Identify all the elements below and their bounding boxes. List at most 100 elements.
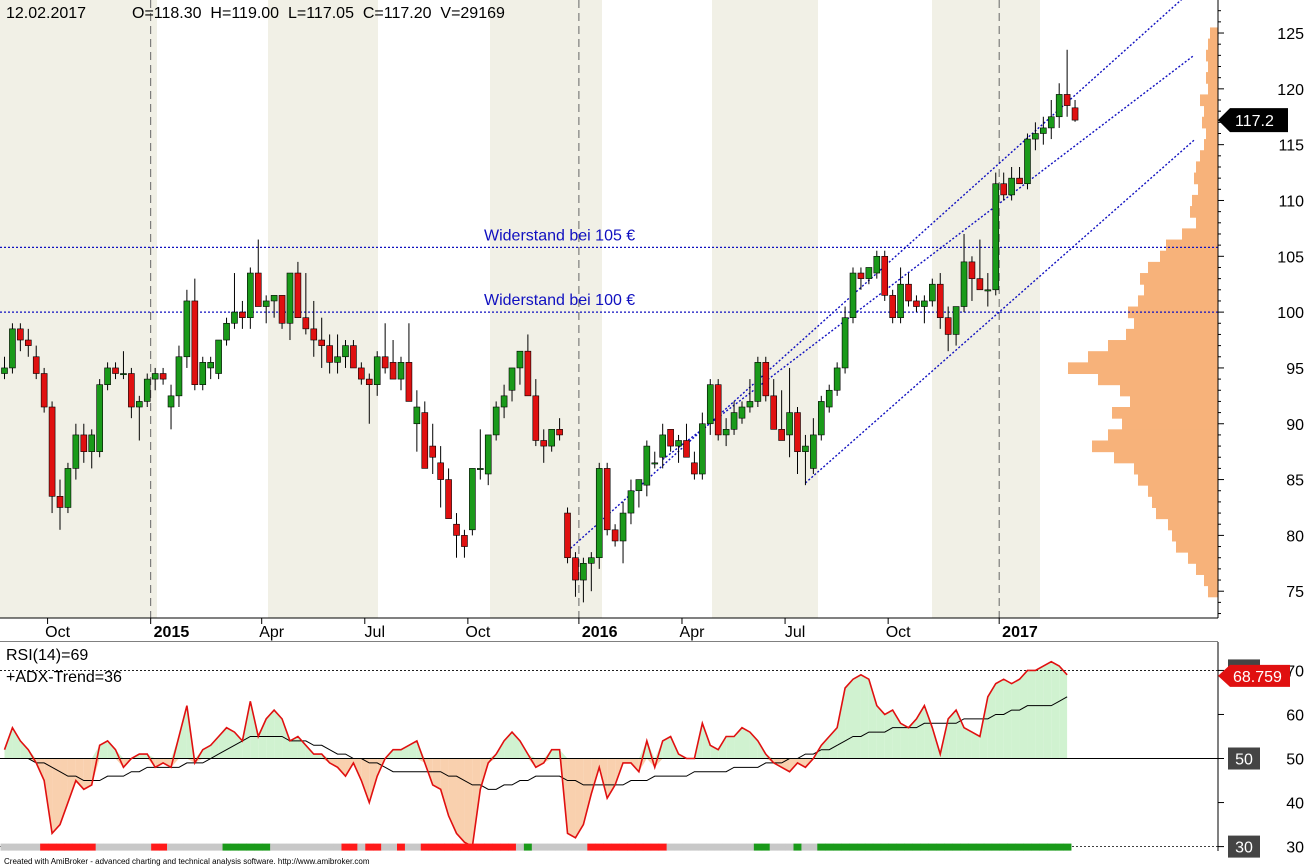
candle-body [659, 434, 666, 458]
trend-strip-segment [722, 843, 731, 851]
candle-body [215, 339, 222, 374]
candle-body [358, 367, 365, 380]
trend-strip-segment [531, 843, 541, 851]
volume-profile-bar [1092, 440, 1218, 453]
candle-body [619, 512, 627, 542]
resistance-lines: Widerstand bei 105 € Widerstand bei 100 € [0, 227, 1218, 313]
trend-strip-segment [603, 843, 612, 851]
candle-body [104, 367, 111, 385]
date-tick-label: Oct [465, 624, 490, 641]
candle-body [500, 395, 508, 408]
trend-strip-segment [944, 843, 953, 851]
candle-body [960, 261, 968, 307]
volume-profile-bar [1120, 384, 1218, 397]
trend-strip-segment [983, 843, 993, 851]
volume-profile-bar [1068, 362, 1218, 375]
trend-strip-segment [1015, 843, 1024, 851]
price-tick-label: 105 [1277, 249, 1304, 266]
candle-body [143, 378, 151, 402]
trend-strip-segment [833, 843, 842, 851]
trend-strip-segment [928, 843, 937, 851]
trend-strip-segment [412, 843, 422, 851]
trend-strip-segment [698, 843, 707, 851]
candle-body [683, 440, 690, 458]
rsi-fill-down [155, 758, 164, 768]
volume-profile-bar [1206, 127, 1218, 140]
trend-strip-segment [1007, 843, 1016, 851]
trend-strip-segment [960, 843, 969, 851]
rsi-fill-down [583, 758, 592, 825]
trend-strip-segment [484, 843, 493, 851]
trend-strip-segment [357, 843, 366, 851]
trend-strip-segment [920, 843, 929, 851]
rsi-fill-up [987, 683, 996, 759]
trend-strip-segment [547, 843, 556, 851]
rsi-fill-up [401, 745, 409, 759]
rsi-tick-label: 50 [1235, 752, 1253, 769]
candle-body [207, 362, 214, 369]
rsi-fill-up [226, 727, 235, 759]
price-axis: 75 80 85 90 95 100 105 110 115 120 125 [1217, 0, 1309, 868]
trend-strip-segment [143, 843, 152, 851]
trend-strip-segment [777, 843, 786, 851]
volume-profile-bar [1208, 60, 1218, 73]
date-tick-label: 2016 [582, 624, 618, 641]
candle-body [469, 468, 476, 531]
trend-strip-segment [278, 843, 287, 851]
trend-strip-segment [285, 843, 295, 851]
channel-line [567, 0, 1183, 552]
trend-strip-segment [222, 843, 231, 851]
trend-strip-segment [500, 843, 509, 851]
trend-strip-segment [460, 843, 469, 851]
trend-strip-segment [167, 843, 176, 851]
trend-strip-segment [841, 843, 850, 851]
trend-strip-segment [1063, 843, 1072, 851]
candle-body [239, 311, 246, 318]
candle-body [1016, 177, 1023, 185]
rsi-fill-up [1051, 661, 1060, 759]
rsi-fill-down [67, 758, 76, 803]
trend-strip-segment [452, 843, 461, 851]
candle-body [873, 255, 881, 274]
candle-body [136, 401, 143, 408]
price-tick-label: 85 [1286, 473, 1304, 490]
trend-strip-segment [856, 843, 866, 851]
candle-body [96, 384, 103, 452]
candle-body [944, 317, 952, 335]
trend-strip-segment [991, 843, 1001, 851]
rsi-tick-label: 40 [1286, 796, 1304, 813]
adx-subtitle: +ADX-Trend=36 [6, 669, 122, 686]
trend-strip-segment [642, 843, 652, 851]
volume-profile-bar [1108, 429, 1218, 441]
trend-strip-segment [389, 843, 398, 851]
volume-profile-bar [1114, 451, 1218, 464]
volume-profile-bar [1204, 139, 1218, 151]
trend-strip-segment [730, 843, 739, 851]
trend-strip-segment [309, 843, 319, 851]
rsi-fill-down [163, 758, 172, 768]
candle-body [389, 362, 397, 380]
trend-strip-segment [1023, 843, 1032, 851]
rsi-fill-up [551, 749, 560, 759]
rsi-fill-up [1019, 670, 1028, 759]
candle-body [976, 278, 984, 291]
rsi-fill-down [337, 758, 346, 777]
candle-body [1063, 94, 1071, 106]
volume-profile-bar [1208, 585, 1218, 598]
shade-band [0, 0, 157, 618]
rsi-fill-up [139, 754, 148, 759]
trend-strip-segment [341, 843, 350, 851]
rsi-tick-box [1228, 835, 1260, 858]
candle-body [302, 317, 310, 330]
volume-profile-bar [1196, 217, 1218, 229]
date-tick-label: Oct [45, 624, 70, 641]
channel-line [662, 54, 1195, 461]
trend-strip-segment [87, 843, 97, 851]
date-tick-label: Apr [680, 624, 706, 641]
volume-profile-bar [1188, 552, 1218, 564]
trend-strip-segment [420, 843, 430, 851]
rsi-fill-down [567, 758, 576, 838]
volume-profile-bar [1134, 462, 1218, 475]
candle-body [278, 295, 286, 324]
